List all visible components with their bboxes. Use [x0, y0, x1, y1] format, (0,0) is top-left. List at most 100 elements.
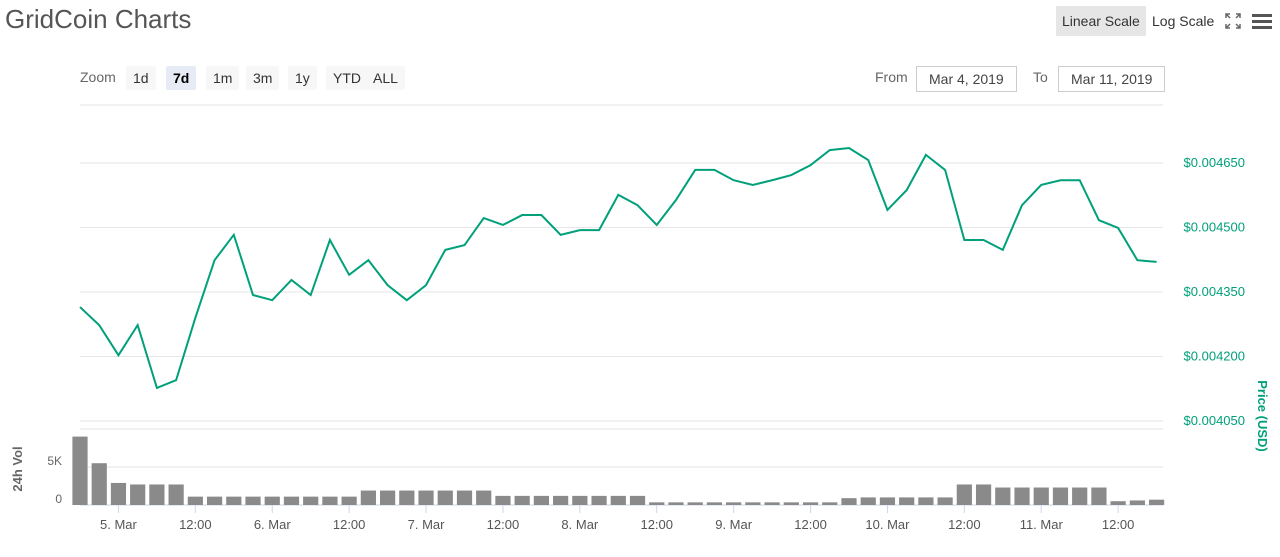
chart-title: GridCoin Charts: [5, 4, 192, 34]
y-axis-title: Price (USD): [1255, 380, 1270, 452]
zoom-button[interactable]: 7d: [166, 66, 197, 90]
x-tick-label: 12:00: [487, 517, 520, 532]
fullscreen-icon[interactable]: [1225, 13, 1241, 29]
volume-bar: [783, 502, 799, 505]
zoom-button[interactable]: 3m: [246, 66, 280, 90]
zoom-button[interactable]: 1y: [288, 66, 317, 90]
volume-bar: [956, 484, 972, 505]
x-tick-label: 9. Mar: [715, 517, 753, 532]
volume-bar: [553, 495, 569, 505]
to-date[interactable]: Mar 11, 2019: [1058, 66, 1166, 92]
volume-bar: [245, 496, 261, 505]
to-label: To: [1033, 69, 1048, 85]
volume-bar: [899, 497, 915, 505]
volume-bar: [264, 496, 280, 505]
volume-bar: [995, 487, 1011, 505]
zoom-label: Zoom: [80, 69, 116, 85]
volume-bar: [399, 490, 415, 505]
volume-bar: [1091, 487, 1107, 505]
volume-bar: [226, 496, 242, 505]
x-tick-label: 8. Mar: [561, 517, 599, 532]
volume-bar: [1072, 487, 1088, 505]
zoom-button[interactable]: ALL: [366, 66, 405, 90]
volume-bar: [360, 490, 376, 505]
volume-bar: [91, 463, 107, 505]
x-tick-label: 7. Mar: [408, 517, 446, 532]
volume-bar: [130, 484, 146, 505]
zoom-button[interactable]: YTD: [326, 66, 368, 90]
volume-bar: [764, 502, 780, 505]
volume-bar: [187, 496, 203, 505]
volume-bar: [1148, 499, 1165, 505]
x-tick-label: 6. Mar: [254, 517, 292, 532]
toolbar-icons[interactable]: [1224, 12, 1274, 34]
volume-bar: [495, 495, 511, 505]
y-tick-label: $0.004350: [1184, 284, 1245, 299]
scale-button[interactable]: Log Scale: [1152, 13, 1215, 29]
volume-bar: [937, 497, 953, 505]
volume-bar: [802, 502, 819, 505]
volume-bar: [1052, 487, 1069, 505]
zoom-button[interactable]: 1m: [206, 66, 240, 90]
zoom-button[interactable]: 1d: [126, 66, 156, 90]
from-label: From: [875, 69, 908, 85]
volume-bar: [149, 484, 165, 505]
volume-bar: [303, 496, 319, 505]
volume-bar: [476, 490, 492, 505]
volume-bar: [591, 495, 607, 505]
volume-bar: [1033, 487, 1049, 505]
volume-bar: [860, 497, 876, 505]
y-tick-label: $0.004650: [1184, 155, 1245, 170]
x-tick-label: 5. Mar: [100, 517, 138, 532]
volume-bar: [341, 496, 357, 505]
volume-bar: [1014, 487, 1030, 505]
volume-bar: [418, 490, 434, 505]
y-tick-label: 0: [55, 492, 62, 506]
volume-bar: [687, 502, 703, 505]
volume-bar: [1129, 500, 1145, 505]
volume-bar: [72, 436, 88, 505]
x-tick-label: 11. Mar: [1020, 517, 1064, 532]
x-tick-label: 12:00: [1102, 517, 1135, 532]
scale-button[interactable]: Linear Scale: [1056, 6, 1146, 36]
volume-bar: [168, 484, 184, 505]
y-tick-label: $0.004200: [1184, 348, 1245, 363]
volume-bar: [879, 497, 896, 505]
volume-bar: [379, 490, 396, 505]
volume-bar: [572, 495, 588, 505]
from-date[interactable]: Mar 4, 2019: [916, 66, 1017, 92]
menu-icon[interactable]: [1252, 14, 1272, 29]
volume-bar: [629, 495, 646, 505]
volume-bar: [668, 502, 684, 505]
volume-bar: [841, 498, 857, 505]
volume-bar: [456, 490, 473, 505]
y-tick-label: $0.004500: [1184, 220, 1245, 235]
volume-bar: [726, 502, 742, 505]
volume-bar: [283, 496, 300, 505]
volume-bar: [533, 495, 549, 505]
volume-bar: [706, 502, 723, 505]
x-tick-label: 12:00: [640, 517, 673, 532]
volume-bar: [322, 496, 338, 505]
volume-bar: [206, 496, 223, 505]
y-tick-label: 5K: [47, 454, 62, 468]
volume-bar: [822, 502, 838, 505]
x-tick-label: 12:00: [794, 517, 827, 532]
y-tick-label: $0.004050: [1184, 413, 1245, 428]
volume-bar: [610, 495, 626, 505]
x-tick-label: 10. Mar: [865, 517, 910, 532]
x-tick-label: 12:00: [333, 517, 366, 532]
volume-bar: [437, 490, 453, 505]
volume-bar: [918, 497, 934, 505]
volume-bar: [514, 495, 530, 505]
y-axis-title: 24h Vol: [10, 446, 25, 491]
x-tick-label: 12:00: [179, 517, 212, 532]
volume-bar: [110, 482, 127, 505]
volume-bar: [649, 502, 665, 505]
x-tick-label: 12:00: [948, 517, 981, 532]
price-line: [79, 146, 1157, 390]
volume-bar: [1110, 501, 1126, 505]
volume-bar: [745, 502, 761, 505]
